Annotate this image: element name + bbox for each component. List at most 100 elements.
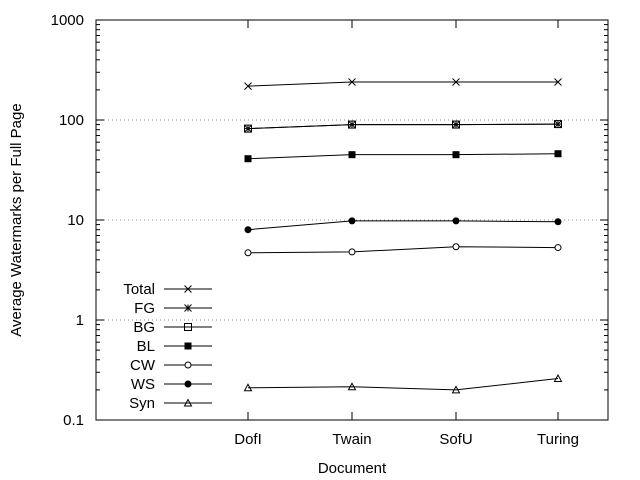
- point-mark-triangle: [243, 383, 253, 392]
- series-line: [247, 123, 559, 130]
- y-axis-title: Average Watermarks per Full Page: [8, 103, 25, 336]
- data-point: [348, 120, 356, 129]
- legend-label: Total: [123, 281, 155, 298]
- data-point: [184, 342, 192, 350]
- x-tick-label: Turing: [537, 431, 579, 448]
- legend-item-bl: BL: [137, 338, 212, 355]
- data-point: [452, 151, 460, 159]
- data-point: [554, 218, 562, 226]
- x-tick-label: SofU: [439, 431, 472, 448]
- point-mark-square: [554, 120, 562, 129]
- point-mark-stroke: [348, 78, 356, 86]
- point-mark-square: [244, 155, 252, 163]
- series-line: [247, 81, 558, 87]
- point-mark-circle: [452, 243, 460, 251]
- y-tick-label: 10: [67, 212, 84, 229]
- series-syn: [243, 373, 563, 394]
- legend-label: FG: [134, 300, 155, 317]
- series-group: [243, 78, 563, 394]
- x-axis-title: Document: [318, 460, 387, 477]
- data-point: [348, 151, 356, 159]
- data-point: [184, 323, 192, 331]
- data-point: [243, 383, 253, 392]
- legend-label: Syn: [129, 395, 155, 412]
- legend-item-ws: WS: [131, 376, 212, 393]
- data-point: [553, 373, 563, 383]
- point-mark-square: [184, 342, 192, 350]
- series-ws: [244, 217, 562, 234]
- legend: Total FG BG BL CW WS Syn: [123, 281, 212, 412]
- legend-item-cw: CW: [130, 357, 212, 374]
- legend-label: CW: [130, 357, 156, 374]
- point-mark-circle: [348, 217, 356, 225]
- data-point: [348, 217, 356, 225]
- point-mark-triangle: [553, 373, 563, 383]
- data-point: [452, 243, 460, 251]
- y-tick-label: 0.1: [63, 412, 84, 429]
- series-bg: [244, 120, 562, 133]
- point-mark-square: [348, 120, 356, 129]
- data-point: [244, 82, 252, 91]
- series-fg: [244, 120, 562, 133]
- data-point: [184, 304, 192, 312]
- data-point: [244, 249, 252, 257]
- point-mark-square: [452, 120, 460, 129]
- series-line: [247, 220, 559, 231]
- data-point: [183, 398, 193, 407]
- axis-ticks: 0.1 1 10 100 1000 DofI Twain SofU Turing: [51, 12, 608, 448]
- point-mark-triangle: [183, 398, 193, 407]
- point-mark-square: [554, 150, 562, 158]
- data-point: [348, 248, 356, 256]
- data-point: [184, 285, 192, 293]
- series-total: [244, 78, 562, 91]
- data-point: [452, 217, 460, 225]
- data-point: [554, 244, 562, 252]
- point-mark-circle: [554, 218, 562, 226]
- point-mark-circle: [184, 361, 192, 369]
- y-tick-label: 100: [59, 112, 84, 129]
- series-line: [247, 153, 559, 160]
- point-mark-triangle: [347, 382, 357, 391]
- data-point: [184, 361, 192, 369]
- legend-label: BL: [137, 338, 155, 355]
- point-mark-circle: [554, 244, 562, 252]
- series-bl: [244, 150, 562, 163]
- point-mark-circle: [184, 380, 192, 388]
- point-mark-triangle: [451, 385, 461, 394]
- series-line: [247, 378, 559, 391]
- point-mark-square: [184, 323, 192, 331]
- y-tick-label: 1: [76, 312, 84, 329]
- legend-item-fg: FG: [134, 300, 212, 317]
- point-mark-circle: [452, 217, 460, 225]
- legend-label: BG: [133, 319, 155, 336]
- point-mark-square: [452, 151, 460, 159]
- series-cw: [244, 243, 562, 257]
- data-point: [452, 78, 460, 86]
- data-point: [554, 78, 562, 86]
- point-mark-square: [348, 151, 356, 159]
- point-mark-circle: [348, 248, 356, 256]
- series-line: [247, 246, 559, 254]
- data-point: [244, 155, 252, 163]
- point-mark-stroke: [184, 285, 192, 293]
- data-point: [347, 382, 357, 391]
- point-mark-circle: [244, 249, 252, 257]
- legend-item-total: Total: [123, 281, 212, 298]
- data-point: [244, 124, 252, 133]
- point-mark-square: [244, 124, 252, 133]
- y-tick-label: 1000: [51, 12, 84, 29]
- point-mark-stroke: [244, 82, 252, 91]
- data-point: [244, 226, 252, 234]
- point-mark-stroke: [554, 78, 562, 86]
- point-mark-stroke: [452, 78, 460, 86]
- data-point: [554, 150, 562, 158]
- data-point: [452, 120, 460, 129]
- x-tick-label: Twain: [332, 431, 371, 448]
- legend-label: WS: [131, 376, 155, 393]
- data-point: [348, 78, 356, 86]
- data-point: [184, 380, 192, 388]
- point-mark-circle: [244, 226, 252, 234]
- legend-item-bg: BG: [133, 319, 212, 336]
